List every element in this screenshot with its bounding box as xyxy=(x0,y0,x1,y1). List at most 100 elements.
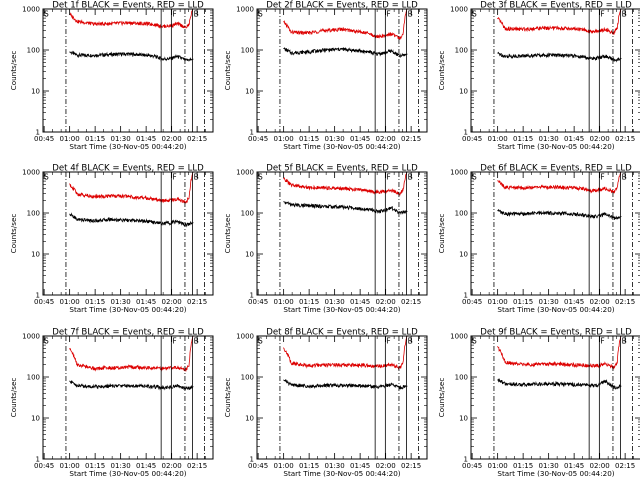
marker-label: S xyxy=(44,173,49,182)
x-tick-label: 00:45 xyxy=(462,462,482,470)
series-group xyxy=(497,336,622,390)
series-line-lld xyxy=(497,336,622,370)
x-tick-label: 00:45 xyxy=(34,298,54,306)
y-tick-label: 10 xyxy=(459,88,468,96)
x-tick-label: 01:30 xyxy=(539,298,559,306)
x-tick-label: 02:00 xyxy=(162,135,182,143)
marker-label: F xyxy=(172,337,176,346)
x-tick-label: 02:00 xyxy=(590,135,610,143)
x-tick-label: 01:00 xyxy=(274,462,294,470)
y-tick-label: 1 xyxy=(36,292,40,300)
plot-frame xyxy=(470,171,640,296)
y-tick-label: 10 xyxy=(31,251,40,259)
x-tick-label: 01:30 xyxy=(111,462,131,470)
series-group xyxy=(497,172,622,220)
y-tick-label: 10 xyxy=(31,88,40,96)
y-tick-label: 1000 xyxy=(22,6,40,14)
x-tick-label: 02:15 xyxy=(615,298,635,306)
x-tick-label: 01:00 xyxy=(488,298,508,306)
chart-title: Det 4f BLACK = Events, RED = LLD xyxy=(52,164,204,174)
y-axis-label: Counts/sec xyxy=(223,51,232,91)
series-line-events xyxy=(497,378,622,390)
marker-label: S xyxy=(472,173,477,182)
y-tick-label: 1000 xyxy=(22,169,40,177)
chart-title: Det 9f BLACK = Events, RED = LLD xyxy=(480,328,632,338)
series-line-lld xyxy=(497,172,622,195)
y-tick-label: 1 xyxy=(36,456,40,464)
x-tick-label: 01:15 xyxy=(85,298,105,306)
y-tick-label: 100 xyxy=(455,374,468,382)
marker-label: F xyxy=(172,10,176,19)
x-tick-label: 01:15 xyxy=(299,462,319,470)
y-tick-label: 100 xyxy=(27,374,40,382)
series-line-events xyxy=(69,380,194,391)
plot-frame xyxy=(42,335,214,460)
x-tick-label: 02:15 xyxy=(187,135,207,143)
x-tick-label: 00:45 xyxy=(462,298,482,306)
series-line-events xyxy=(497,51,622,63)
marker-label: B xyxy=(194,337,199,346)
x-tick-label: 00:45 xyxy=(248,135,268,143)
x-tick-label: 02:15 xyxy=(615,135,635,143)
chart-title: Det 7f BLACK = Events, RED = LLD xyxy=(52,328,204,338)
x-tick-label: 01:15 xyxy=(299,298,319,306)
marker-label: F xyxy=(600,10,604,19)
marker-label: B xyxy=(408,10,413,19)
chart-title: Det 1f BLACK = Events, RED = LLD xyxy=(52,1,204,11)
y-tick-label: 1000 xyxy=(236,6,254,14)
series-line-lld xyxy=(69,336,194,372)
x-tick-label: 01:00 xyxy=(488,135,508,143)
y-tick-label: 1 xyxy=(36,129,40,137)
series-line-lld xyxy=(69,172,194,204)
y-tick-label: 1 xyxy=(250,129,254,137)
x-axis-label: Start Time (30-Nov-05 00:44:20) xyxy=(69,142,186,151)
x-tick-label: 01:15 xyxy=(513,462,533,470)
x-tick-label: 02:15 xyxy=(401,135,421,143)
y-tick-label: 1000 xyxy=(450,169,468,177)
y-tick-label: 1000 xyxy=(450,333,468,341)
series-line-lld xyxy=(69,9,194,30)
y-tick-label: 1000 xyxy=(236,333,254,341)
plot-frame xyxy=(256,335,428,460)
y-axis-label: Counts/sec xyxy=(437,51,446,91)
x-tick-label: 02:15 xyxy=(187,298,207,306)
x-tick-label: 00:45 xyxy=(248,298,268,306)
x-tick-label: 01:30 xyxy=(111,135,131,143)
series-line-events xyxy=(283,378,408,390)
chart-title: Det 3f BLACK = Events, RED = LLD xyxy=(480,1,632,11)
x-tick-label: 02:00 xyxy=(376,462,396,470)
y-tick-label: 1000 xyxy=(450,6,468,14)
y-tick-label: 100 xyxy=(27,210,40,218)
series-line-lld xyxy=(497,9,622,35)
y-tick-label: 100 xyxy=(241,47,254,55)
x-axis-label: Start Time (30-Nov-05 00:44:20) xyxy=(497,305,614,314)
marker-label: S xyxy=(44,10,49,19)
marker-label: B xyxy=(408,337,413,346)
x-tick-label: 01:30 xyxy=(325,135,345,143)
series-group xyxy=(69,336,194,391)
series-line-events xyxy=(283,46,408,58)
plot-frame xyxy=(256,8,428,133)
chart-title: Det 6f BLACK = Events, RED = LLD xyxy=(480,164,632,174)
marker-label: B xyxy=(622,337,627,346)
y-tick-label: 1 xyxy=(464,292,468,300)
x-tick-label: 01:45 xyxy=(136,462,156,470)
x-tick-label: 01:00 xyxy=(60,462,80,470)
marker-label: S xyxy=(472,10,477,19)
x-tick-label: 01:30 xyxy=(325,462,345,470)
marker-label: B xyxy=(622,173,627,182)
chart-title: Det 2f BLACK = Events, RED = LLD xyxy=(266,1,418,11)
plot-frame xyxy=(42,8,214,133)
y-tick-label: 10 xyxy=(31,415,40,423)
marker-label: S xyxy=(258,173,263,182)
chart-title: Det 5f BLACK = Events, RED = LLD xyxy=(266,164,418,174)
series-group xyxy=(69,9,194,62)
x-tick-label: 02:15 xyxy=(187,462,207,470)
series-line-lld xyxy=(283,336,408,370)
x-tick-label: 01:15 xyxy=(513,298,533,306)
x-tick-label: 02:00 xyxy=(376,298,396,306)
x-axis-label: Start Time (30-Nov-05 00:44:20) xyxy=(497,469,614,478)
